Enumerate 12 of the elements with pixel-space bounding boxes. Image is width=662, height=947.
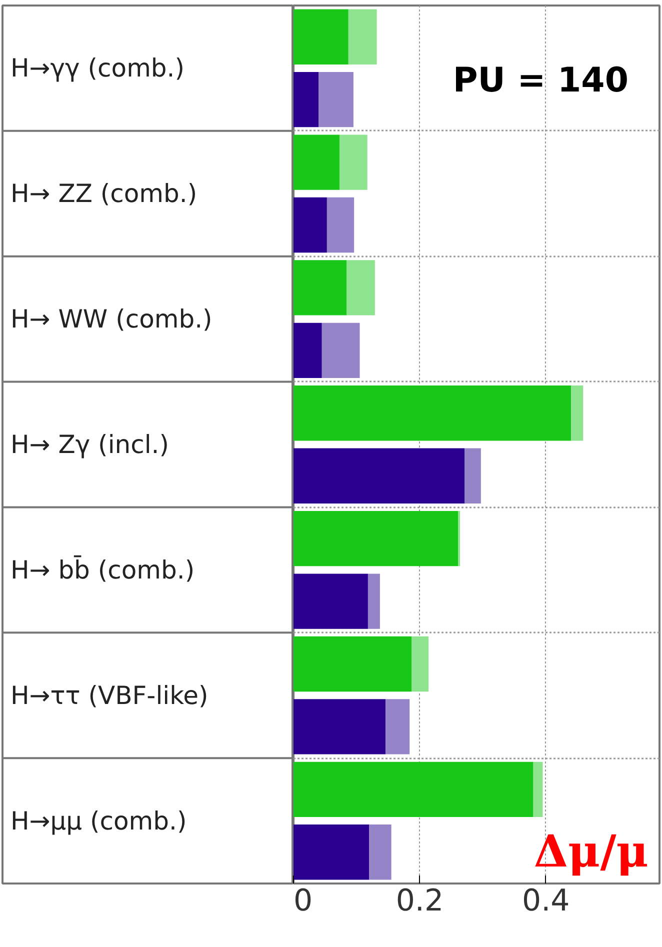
y-tick-label: H→ WW (comb.) [10,304,212,334]
x-tick-label: 0.2 [396,884,444,918]
annotation: PU = 140 [452,60,629,100]
y-tick-label: H→ Zγ (incl.) [10,430,169,459]
y-tick-label: H→ bb̄ (comb.) [10,554,195,584]
y-tick-label: H→ττ (VBF-like) [10,680,208,710]
y-tick-label: H→ ZZ (comb.) [10,179,198,208]
y-tick-label: H→γγ (comb.) [10,54,184,83]
x-axis-title: Δμ/μ [534,826,649,878]
x-tick-label: 0 [294,884,313,918]
y-tick-label: H→μμ (comb.) [10,806,187,836]
x-tick-label: 0.4 [522,884,570,918]
